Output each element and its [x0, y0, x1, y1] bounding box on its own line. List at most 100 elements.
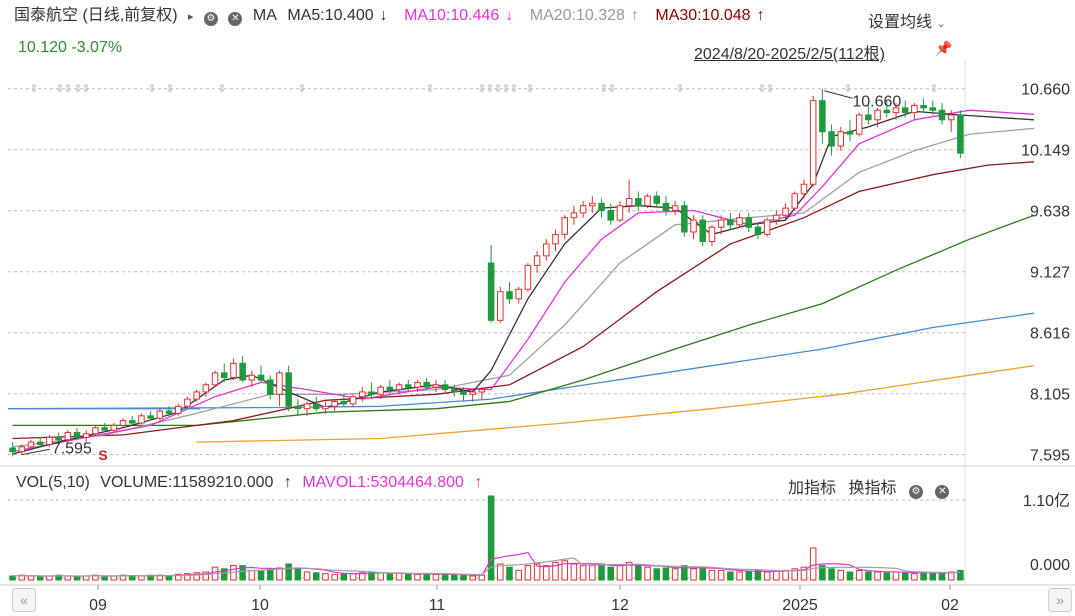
volume-bar — [202, 571, 210, 581]
event-marker-icon: ⇕ — [55, 82, 64, 95]
candle-body — [313, 403, 320, 410]
candle-body — [248, 374, 256, 381]
candle-body — [294, 405, 302, 410]
volume-bar — [570, 563, 578, 581]
candle-body — [681, 205, 688, 233]
scroll-left-button[interactable]: « — [12, 588, 36, 612]
candle-body — [828, 131, 835, 147]
mavol-line — [12, 557, 961, 577]
candle-body — [671, 205, 679, 212]
candle-body — [184, 398, 191, 407]
candle-body — [211, 372, 219, 386]
candle-body — [727, 219, 734, 226]
volume-bar — [331, 573, 338, 581]
volume-bar — [340, 573, 348, 581]
up-arrow-icon: ↑ — [756, 7, 765, 24]
down-arrow-icon: ↓ — [379, 7, 388, 24]
volume-bar — [708, 569, 716, 581]
volume-bar — [699, 566, 707, 581]
ma10-line — [12, 109, 1035, 453]
event-marker-icon: ⇕ — [165, 82, 174, 95]
candle-body — [487, 262, 495, 321]
caret-right-icon[interactable]: ▸ — [188, 11, 194, 23]
gear-icon[interactable]: ⚙ — [908, 485, 923, 499]
candle-body — [754, 226, 762, 235]
candle-body — [36, 441, 44, 445]
ma60-line — [12, 214, 1035, 427]
candle-body — [791, 193, 799, 209]
candle-body — [27, 441, 35, 448]
add-indicator-button[interactable]: 加指标 — [788, 480, 837, 497]
candle-body — [386, 386, 394, 391]
volume-bar — [165, 575, 173, 581]
volume-bar — [405, 573, 412, 581]
ma20-line — [12, 127, 1035, 448]
candle-body — [644, 195, 651, 207]
event-marker-icon: ⇕ — [843, 82, 852, 95]
switch-indicator-button[interactable]: 换指标 — [848, 480, 897, 497]
candle-body — [552, 233, 559, 245]
ma-settings-button[interactable]: 设置均线 ⌄ — [868, 14, 946, 31]
pin-icon[interactable]: 📌 — [935, 40, 953, 56]
volume-bar — [883, 572, 891, 581]
candle-body — [855, 114, 863, 135]
candle-body — [92, 427, 99, 435]
volume-header: VOL(5,10) VOLUME:11589210.000 ↑ MAVOL1:5… — [16, 474, 488, 492]
signal-marker: S — [98, 447, 107, 463]
ma10-value: MA10:10.446 ↓ — [404, 7, 514, 24]
date-range[interactable]: 2024/8/20-2025/2/5(112根) — [694, 46, 885, 63]
gear-icon[interactable]: ⚙ — [204, 12, 218, 26]
volume-bar — [497, 563, 504, 581]
close-icon[interactable]: ✕ — [935, 485, 950, 499]
price-tick-label: 8.105 — [1030, 387, 1070, 404]
candle-body — [257, 374, 265, 381]
candle-body — [202, 384, 210, 393]
candle-body — [340, 401, 348, 405]
event-marker-icon: ⇕ — [509, 82, 518, 95]
ma30-value: MA30:10.048 ↑ — [655, 7, 765, 24]
volume-bar — [515, 569, 522, 581]
volume-bar — [579, 565, 587, 581]
close-icon[interactable]: ✕ — [228, 12, 243, 26]
candle-body — [377, 386, 384, 395]
candle-body — [441, 384, 449, 391]
volume-bar — [616, 565, 624, 581]
candle-body — [73, 432, 81, 438]
candle-body — [128, 420, 136, 424]
volume-bar — [220, 568, 228, 581]
volume-bar — [828, 568, 835, 581]
candle-body — [543, 243, 550, 257]
x-tick-label: 09 — [89, 597, 107, 614]
event-marker-icon: ⇕ — [217, 82, 226, 95]
candle-body — [653, 195, 660, 204]
event-marker-icon: ⇕ — [297, 82, 306, 95]
candle-body — [947, 114, 955, 121]
candle-body — [782, 207, 789, 216]
candle-body — [773, 214, 780, 221]
last-price: 10.120 -3.07% — [18, 39, 123, 56]
volume-bar — [745, 570, 753, 581]
mavol-line — [12, 551, 961, 577]
volume-bar — [9, 575, 16, 581]
candle-body — [800, 183, 808, 195]
volume-bar — [359, 572, 366, 581]
candle-body — [911, 104, 918, 114]
stock-title[interactable]: 国泰航空 (日线,前复权) — [14, 7, 178, 24]
volume-bar — [625, 561, 633, 581]
price-tick-label: 10.149 — [1021, 143, 1070, 160]
volume-bar — [506, 566, 513, 581]
scroll-right-button[interactable]: » — [1048, 588, 1072, 612]
x-tick-label: 02 — [941, 597, 959, 614]
candle-body — [156, 410, 164, 419]
volume-bar — [855, 569, 863, 581]
candle-body — [220, 372, 228, 379]
volume-bar — [285, 563, 292, 581]
candle-body — [579, 205, 587, 214]
candle-body — [515, 288, 522, 300]
price-tick-label: 10.660 — [1021, 82, 1070, 99]
volume-bar — [957, 569, 964, 581]
candle-body — [395, 384, 403, 391]
volume-bar — [865, 571, 872, 581]
candle-body — [929, 107, 937, 111]
